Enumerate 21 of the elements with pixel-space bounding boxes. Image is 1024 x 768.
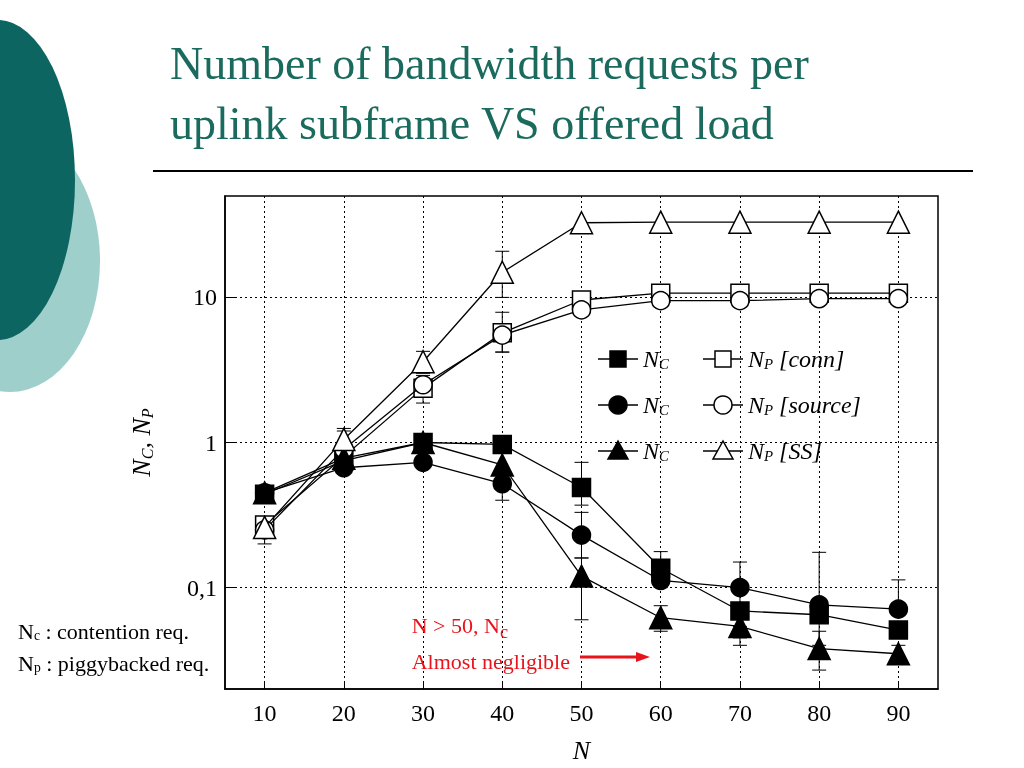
x-tick-label: 30	[411, 700, 436, 726]
annotation: N > 50, N$_{c}$ Almost negligible	[411, 612, 570, 677]
x-axis-title: N	[571, 735, 592, 765]
y-tick-label: 0,1	[187, 574, 217, 601]
x-tick-label: 10	[252, 700, 277, 726]
y-axis-title: NC, NP	[126, 408, 156, 478]
y-tick-label: 1	[205, 429, 217, 456]
x-tick-label: 40	[490, 700, 515, 726]
text: Np : piggybacked req.	[18, 650, 210, 676]
legend-label: NP [SS]	[747, 438, 822, 465]
x-tick-label: 60	[648, 700, 673, 726]
legend-label: NP [source]	[747, 392, 861, 419]
x-tick-label: 90	[886, 700, 911, 726]
x-tick-label: 80	[807, 700, 832, 726]
x-tick-label: 50	[569, 700, 594, 726]
x-tick-label: 20	[331, 700, 356, 726]
x-tick-label: 70	[727, 700, 752, 726]
y-tick-label: 10	[193, 284, 217, 311]
text: Nc : contention req.	[18, 618, 190, 644]
legend-label: NP [conn]	[747, 346, 845, 373]
chart-title: Number of bandwidth requests per uplink subframe VS offered load	[170, 37, 809, 149]
